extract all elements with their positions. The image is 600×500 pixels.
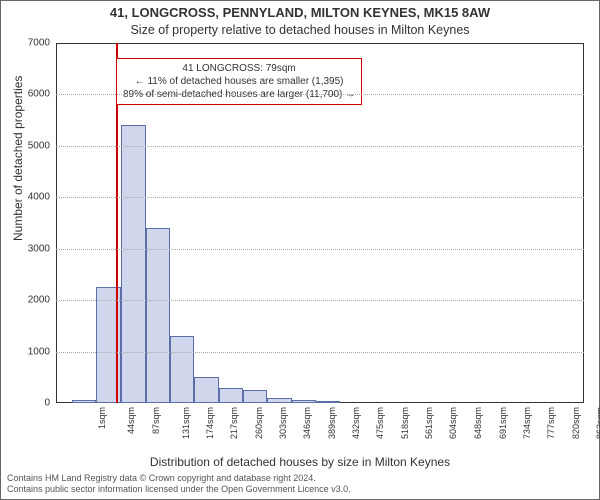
histogram-bar <box>243 390 267 403</box>
y-tick-label: 3000 <box>28 243 50 254</box>
y-tick-label: 7000 <box>28 38 50 49</box>
x-tick-label: 1sqm <box>97 407 107 429</box>
annotation-box: 41 LONGCROSS: 79sqm ← 11% of detached ho… <box>116 58 362 105</box>
footer-line2: Contains public sector information licen… <box>7 484 351 494</box>
x-tick-label: 432sqm <box>351 407 361 439</box>
y-tick-label: 2000 <box>28 295 50 306</box>
annotation-line2: ← 11% of detached houses are smaller (1,… <box>123 75 355 88</box>
x-tick-label: 389sqm <box>327 407 337 439</box>
x-tick-label: 820sqm <box>571 407 581 439</box>
histogram-bar <box>72 400 96 403</box>
y-axis-label: Number of detached properties <box>11 76 25 241</box>
x-tick-label: 604sqm <box>448 407 458 439</box>
x-axis-label: Distribution of detached houses by size … <box>1 455 599 469</box>
histogram-bar <box>219 388 243 403</box>
grid-line <box>56 94 584 95</box>
x-tick-label: 863sqm <box>595 407 600 439</box>
histogram-bar <box>146 228 170 403</box>
histogram-bar <box>267 398 291 403</box>
annotation-line1: 41 LONGCROSS: 79sqm <box>123 62 355 75</box>
x-tick-label: 87sqm <box>151 407 161 434</box>
y-tick-label: 1000 <box>28 346 50 357</box>
x-tick-label: 648sqm <box>473 407 483 439</box>
grid-line <box>56 300 584 301</box>
footer-line1: Contains HM Land Registry data © Crown c… <box>7 473 316 483</box>
histogram-bar <box>194 377 218 403</box>
grid-line <box>56 197 584 198</box>
x-tick-label: 44sqm <box>126 407 136 434</box>
figure: { "title": "41, LONGCROSS, PENNYLAND, MI… <box>0 0 600 500</box>
histogram-bar <box>170 336 194 403</box>
chart-subtitle: Size of property relative to detached ho… <box>1 23 599 37</box>
x-tick-label: 346sqm <box>302 407 312 439</box>
y-tick-label: 6000 <box>28 89 50 100</box>
x-tick-label: 260sqm <box>254 407 264 439</box>
x-tick-label: 303sqm <box>278 407 288 439</box>
x-tick-label: 561sqm <box>424 407 434 439</box>
histogram-bar <box>292 400 316 403</box>
x-tick-label: 777sqm <box>546 407 556 439</box>
histogram-bar <box>121 125 146 403</box>
x-tick-label: 518sqm <box>400 407 410 439</box>
x-tick-label: 131sqm <box>181 407 191 439</box>
page-title: 41, LONGCROSS, PENNYLAND, MILTON KEYNES,… <box>1 5 599 20</box>
grid-line <box>56 249 584 250</box>
x-tick-label: 174sqm <box>205 407 215 439</box>
license-footer: Contains HM Land Registry data © Crown c… <box>7 473 351 495</box>
x-tick-label: 475sqm <box>375 407 385 439</box>
y-tick-label: 5000 <box>28 140 50 151</box>
y-tick-label: 0 <box>44 398 50 409</box>
x-tick-label: 691sqm <box>498 407 508 439</box>
y-tick-label: 4000 <box>28 192 50 203</box>
grid-line <box>56 352 584 353</box>
plot-area: 41 LONGCROSS: 79sqm ← 11% of detached ho… <box>56 43 584 403</box>
grid-line <box>56 146 584 147</box>
histogram-bar <box>316 401 340 403</box>
x-tick-label: 734sqm <box>522 407 532 439</box>
x-tick-label: 217sqm <box>229 407 239 439</box>
